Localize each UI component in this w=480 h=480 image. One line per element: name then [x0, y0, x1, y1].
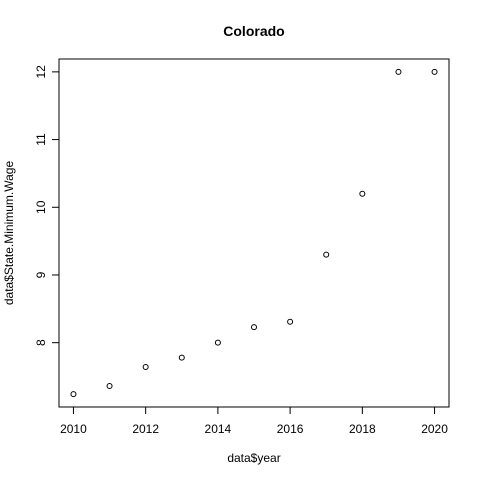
data-point — [214, 339, 221, 346]
data-point — [323, 251, 330, 258]
x-tick-label: 2012 — [132, 422, 159, 436]
data-point — [142, 364, 149, 371]
data-point — [431, 68, 438, 75]
x-axis: 2010 2012 2014 2016 2018 2020 — [60, 407, 448, 436]
data-point — [70, 391, 77, 398]
y-tick-label: 11 — [34, 133, 48, 146]
data-points — [70, 68, 438, 398]
x-axis-label: data$year — [227, 451, 280, 465]
data-point — [395, 68, 402, 75]
x-tick-label: 2020 — [421, 422, 448, 436]
data-point — [251, 324, 257, 331]
y-axis: 8 9 10 11 12 — [34, 65, 59, 346]
chart-title: Colorado — [223, 23, 284, 39]
y-tick-label: 10 — [34, 200, 48, 214]
data-point — [106, 383, 113, 390]
data-point — [178, 354, 185, 361]
x-tick-label: 2014 — [205, 422, 232, 436]
y-axis-label: data$State.Minimum.Wage — [2, 161, 16, 306]
x-tick-label: 2016 — [277, 422, 304, 436]
plot-frame — [58, 58, 450, 408]
y-tick-label: 8 — [34, 339, 48, 346]
y-tick-label: 12 — [34, 65, 48, 79]
y-tick-label: 9 — [34, 271, 48, 278]
x-tick-label: 2010 — [60, 422, 87, 436]
data-point — [287, 318, 294, 325]
x-tick-label: 2018 — [349, 422, 376, 436]
data-point — [359, 190, 366, 197]
